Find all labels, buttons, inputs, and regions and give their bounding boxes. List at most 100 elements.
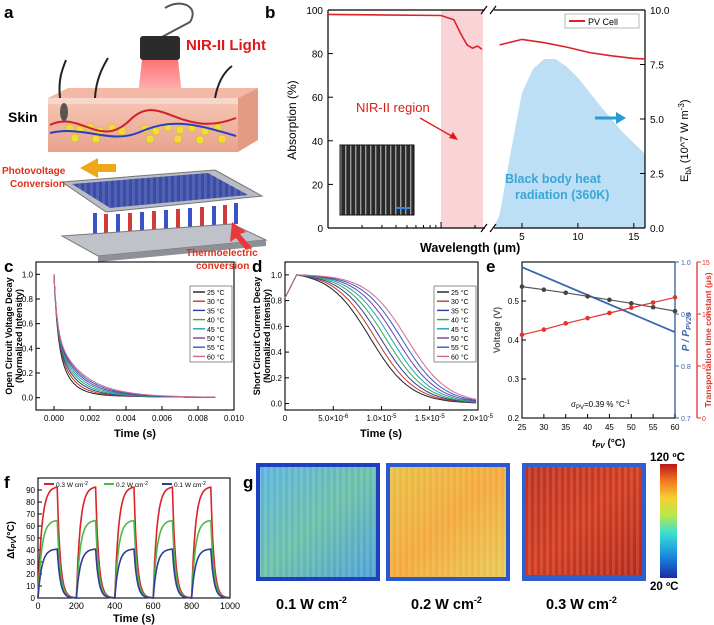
y-tick-label: 0.4	[271, 348, 283, 357]
panel-letter-d: d	[252, 257, 262, 276]
pv-cell-photo	[339, 144, 415, 216]
blackbody-label-1: Black body heat	[505, 172, 602, 186]
y-tick-label: 0.6	[22, 320, 34, 329]
x-tick-label: 5.0×10-6	[318, 414, 349, 423]
blackbody-area	[494, 59, 645, 228]
y-tick-label: 0.8	[271, 297, 283, 306]
x-tick-label: 600	[146, 601, 161, 611]
y-tick-label: 0.2	[271, 374, 283, 383]
legend-entry: 55 °C	[451, 344, 469, 352]
legend-box	[564, 13, 640, 29]
x-tick-label: 35	[561, 423, 570, 432]
panel-f-curves	[37, 486, 231, 600]
x-tick-label: 0.002	[80, 414, 101, 423]
panel-f-legend: 0.3 W cm-2 0.2 W cm-2 0.1 W cm-2	[44, 481, 206, 489]
b-right-tick-label: 0.0	[650, 224, 664, 235]
decay-curve	[53, 274, 216, 398]
sigma-annotation: σPV=0.39 % °C-1	[571, 400, 631, 411]
panel-e-ylabel-right: Transportation time constant (μs)	[703, 272, 713, 407]
panel-b-frame	[327, 5, 646, 233]
b-left-tick-label: 60	[312, 93, 324, 104]
b-left-tick-label: 80	[312, 50, 324, 61]
panel-letter-a: a	[4, 3, 14, 22]
x-tick-label: 55	[649, 423, 658, 432]
y-left-tick-label: 0.4	[508, 336, 520, 345]
panel-letter-c: c	[4, 257, 13, 276]
b-x-tick-label: 15	[628, 232, 640, 243]
panel-letter-f: f	[4, 473, 10, 492]
voltage-point	[541, 287, 547, 292]
panel-b-x-axis: 5 10 15	[361, 222, 640, 243]
panel-d-ylabel-2: (Normalized Intensity)	[262, 289, 272, 383]
panel-f-xlabel: Time (s)	[113, 613, 155, 625]
x-tick-label: 0.010	[224, 414, 245, 423]
panel-c-ylabel-2: (Normalized Intensity)	[14, 289, 24, 383]
heating-curve	[37, 486, 231, 600]
blackbody-label-2: radiation (360K)	[515, 188, 609, 202]
nir-arrowhead	[449, 132, 458, 140]
colorbar	[660, 464, 677, 578]
legend-entry: 40 °C	[207, 317, 225, 325]
b-left-tick-label: 0	[317, 224, 323, 235]
panel-c-ylabel-1: Open Circuit Voltage Decay	[4, 277, 14, 394]
panel-f-ylabel: ΔtPV(°C)	[6, 521, 18, 559]
colorbar-max-label: 120 ºC	[650, 452, 685, 464]
x-tick-label: 400	[107, 601, 122, 611]
legend-entry: 30 °C	[451, 298, 469, 306]
x-tick-label: 50	[627, 423, 636, 432]
y-mid-tick-label: 0.7	[681, 416, 691, 423]
legend-entry: 50 °C	[207, 335, 225, 343]
decay-curve	[284, 274, 477, 404]
panel-b-right-axis: 0.0 2.5 5.0 7.5 10.0	[640, 6, 670, 235]
transport-point	[585, 315, 590, 321]
panel-b-xlabel: Wavelength (μm)	[420, 241, 520, 255]
y-mid-tick-label: 0.8	[681, 364, 691, 371]
panel-e-points	[519, 284, 678, 338]
decay-curve	[284, 274, 477, 403]
y-tick-label: 0.2	[22, 369, 34, 378]
voltage-point	[563, 290, 569, 296]
caption-0-2: 0.2 W cm-2	[411, 595, 482, 613]
pv-cell-line-right	[499, 38, 646, 60]
y-tick-label: 0.8	[22, 295, 34, 304]
legend-entry: 50 °C	[451, 335, 469, 343]
y-right-tick-label: 10	[702, 312, 710, 319]
b-right-tick-label: 10.0	[650, 6, 670, 17]
y-right-tick-label: 0	[702, 416, 706, 423]
x-tick-label: 1000	[220, 601, 240, 611]
panel-c-legend: 25 °C30 °C35 °C 40 °C45 °C50 °C55 °C60 °C	[189, 285, 233, 363]
voltage-point	[650, 304, 656, 310]
thermoelectric-device-icon	[60, 169, 268, 262]
panel-c-curves	[53, 274, 216, 398]
panel-c-axes: 0.0 0.2 0.4 0.6 0.8 1.0 0.000 0.002 0.004 0.006 0.…	[22, 270, 245, 423]
legend-entry: 35 °C	[451, 307, 469, 315]
photovoltage-label-1: Photovoltage	[2, 166, 66, 177]
y-right-tick-label: 5	[702, 364, 706, 371]
b-x-tick-label: 5	[519, 232, 525, 243]
thermoelectric-label-2: conversion	[196, 261, 249, 272]
panel-e-chart: e 25 30 35 40 45 50 55 600.20.30.40.50.70.80.91…	[486, 257, 713, 450]
y-left-tick-label: 0.2	[508, 414, 520, 423]
x-tick-label: 0.008	[188, 414, 209, 423]
colorbar-min-label: 20 ºC	[650, 581, 679, 593]
y-tick-label: 70	[26, 510, 35, 519]
legend-entry: 45 °C	[207, 326, 225, 334]
nir-light-label: NIR-II Light	[186, 37, 266, 54]
y-tick-label: 60	[26, 522, 35, 531]
voltage-point	[585, 294, 590, 299]
y-tick-label: 1.0	[22, 270, 34, 279]
b-left-tick-label: 40	[312, 137, 324, 148]
y-tick-label: 10	[26, 582, 35, 591]
nir-arrow	[419, 117, 456, 139]
y-tick-label: 0	[31, 594, 36, 603]
b-x-tick-label: 10	[572, 232, 584, 243]
b-left-tick-label: 100	[306, 6, 323, 17]
legend-entry: 45 °C	[451, 326, 469, 334]
panel-e-ylabel-left: Voltage (V)	[492, 307, 502, 353]
transport-point	[628, 305, 634, 311]
panel-e-axes: 25 30 35 40 45 50 55 600.20.30.40.50.70.80.91.0…	[508, 260, 710, 432]
panel-d-curves	[284, 274, 477, 404]
y-mid-tick-label: 1.0	[681, 260, 691, 267]
decay-curve	[284, 274, 477, 403]
x-tick-label: 60	[671, 423, 680, 432]
